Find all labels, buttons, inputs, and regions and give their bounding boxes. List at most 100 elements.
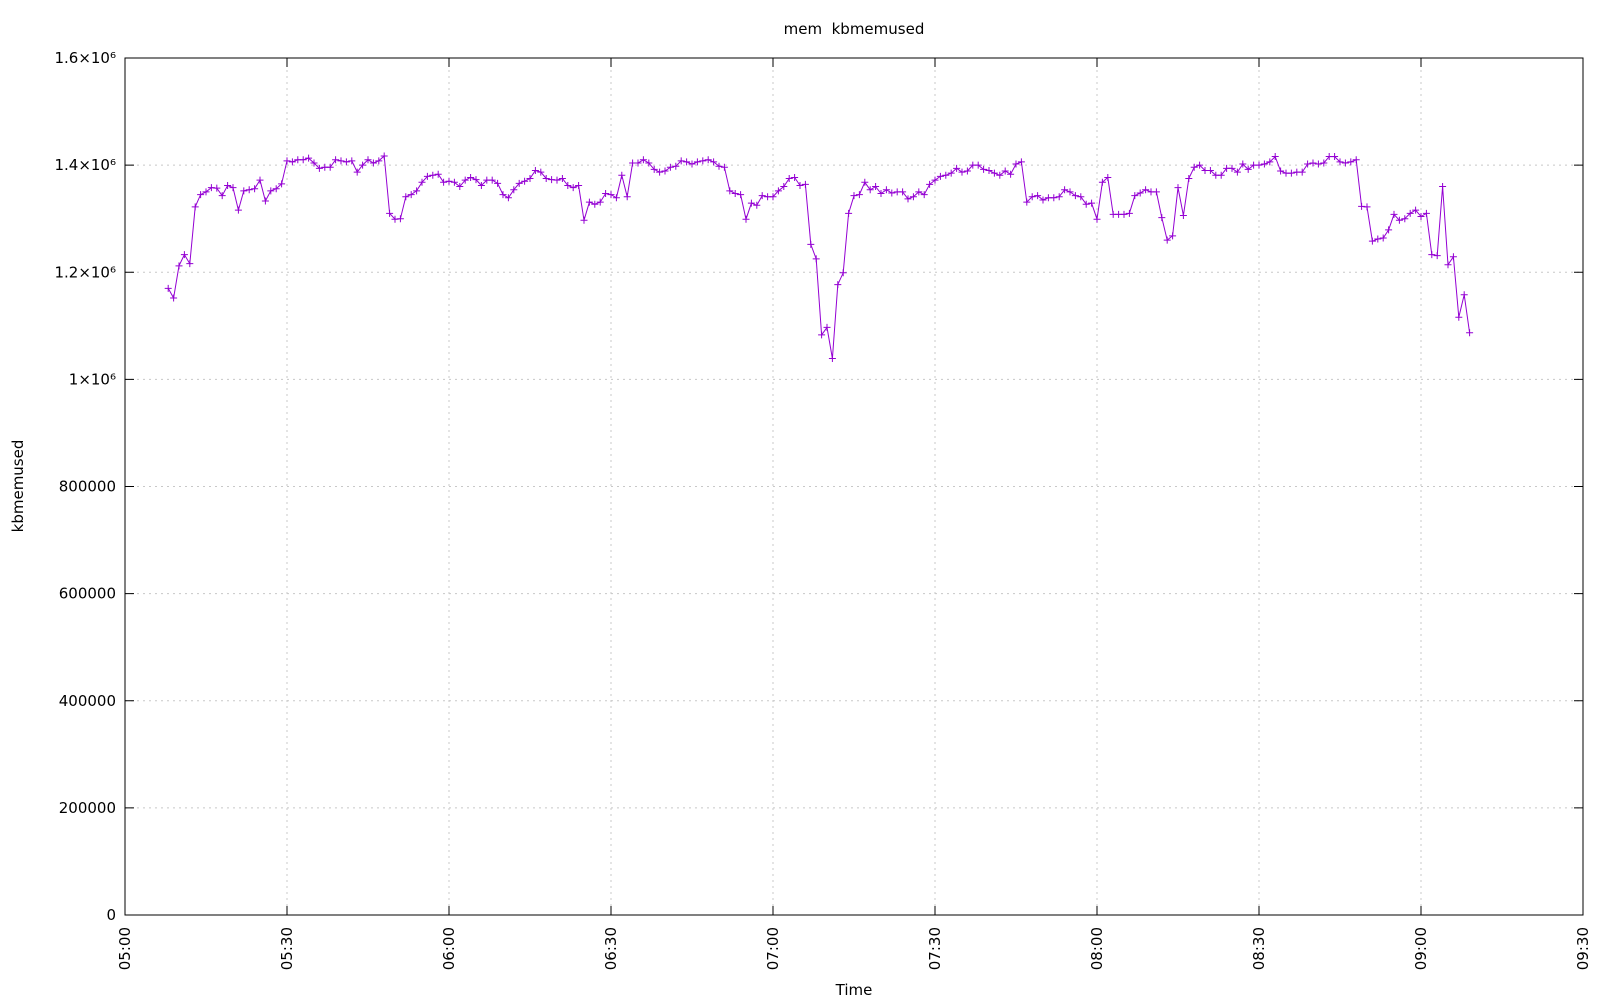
point-marker	[1379, 234, 1387, 242]
point-marker	[1406, 209, 1414, 217]
point-marker	[267, 187, 275, 195]
point-marker	[1152, 188, 1160, 196]
point-marker	[1131, 192, 1139, 200]
point-marker	[369, 159, 377, 167]
point-marker	[1034, 192, 1042, 200]
point-marker	[510, 186, 518, 194]
point-marker	[310, 159, 318, 167]
point-marker	[1088, 199, 1096, 207]
point-marker	[164, 284, 172, 292]
point-marker	[656, 168, 664, 176]
chart-title: mem kbmemused	[784, 20, 925, 38]
point-marker	[564, 181, 572, 189]
point-marker	[677, 157, 685, 165]
point-marker	[1125, 209, 1133, 217]
x-tick-label: 06:00	[440, 927, 458, 970]
point-marker	[758, 192, 766, 200]
point-marker	[1439, 183, 1447, 191]
point-marker	[1385, 226, 1393, 234]
point-marker	[818, 331, 826, 339]
point-marker	[807, 240, 815, 248]
point-marker	[1093, 215, 1101, 223]
point-marker	[1395, 216, 1403, 224]
point-marker	[488, 176, 496, 184]
point-marker	[1287, 169, 1295, 177]
point-marker	[423, 172, 431, 180]
point-marker	[531, 166, 539, 174]
point-marker	[877, 190, 885, 198]
point-marker	[780, 183, 788, 191]
point-marker	[380, 152, 388, 160]
point-marker	[1228, 164, 1236, 172]
point-marker	[1368, 237, 1376, 245]
point-marker	[472, 176, 480, 184]
point-marker	[494, 179, 502, 187]
point-marker	[1412, 206, 1420, 214]
y-tick-label: 200000	[59, 799, 116, 817]
point-marker	[175, 262, 183, 270]
point-marker	[1071, 192, 1079, 200]
point-marker	[672, 162, 680, 170]
point-marker	[996, 171, 1004, 179]
point-marker	[855, 191, 863, 199]
point-marker	[710, 158, 718, 166]
point-marker	[1061, 186, 1069, 194]
x-tick-label: 06:30	[602, 927, 620, 970]
point-marker	[980, 165, 988, 173]
point-marker	[1449, 253, 1457, 261]
point-marker	[542, 175, 550, 183]
point-marker	[305, 154, 313, 162]
point-marker	[450, 178, 458, 186]
point-marker	[963, 167, 971, 175]
point-marker	[942, 171, 950, 179]
series-line	[167, 154, 1471, 359]
point-marker	[872, 183, 880, 191]
point-marker	[688, 160, 696, 168]
point-marker	[234, 206, 242, 214]
point-marker	[1185, 175, 1193, 183]
point-marker	[985, 166, 993, 174]
x-tick-label: 05:30	[278, 927, 296, 970]
point-marker	[407, 191, 415, 199]
point-marker	[526, 175, 534, 183]
point-marker	[445, 177, 453, 185]
point-marker	[396, 215, 404, 223]
point-marker	[213, 184, 221, 192]
point-marker	[1320, 159, 1328, 167]
point-marker	[364, 156, 372, 164]
point-marker	[402, 193, 410, 201]
point-marker	[1039, 196, 1047, 204]
point-marker	[699, 157, 707, 165]
point-marker	[251, 185, 259, 193]
point-marker	[904, 195, 912, 203]
point-marker	[1055, 193, 1063, 201]
point-marker	[1190, 163, 1198, 171]
point-marker	[1007, 170, 1015, 178]
point-marker	[337, 157, 345, 165]
point-marker	[353, 168, 361, 176]
point-marker	[1050, 194, 1058, 202]
point-marker	[580, 216, 588, 224]
point-marker	[283, 157, 291, 165]
point-marker	[1174, 184, 1182, 192]
x-tick-label: 05:00	[116, 927, 134, 970]
point-marker	[791, 173, 799, 181]
point-marker	[1244, 165, 1252, 173]
point-marker	[1098, 178, 1106, 186]
point-marker	[1163, 236, 1171, 244]
point-marker	[990, 169, 998, 177]
point-marker	[434, 170, 442, 178]
y-tick-label: 400000	[59, 692, 116, 710]
point-marker	[920, 191, 928, 199]
point-marker	[1347, 158, 1355, 166]
plot-frame	[124, 57, 1584, 916]
point-marker	[639, 156, 647, 164]
point-marker	[774, 187, 782, 195]
point-marker	[1352, 156, 1360, 164]
point-marker	[1206, 166, 1214, 174]
point-marker	[191, 203, 199, 211]
point-marker	[742, 215, 750, 223]
point-marker	[1169, 232, 1177, 240]
point-marker	[915, 188, 923, 196]
